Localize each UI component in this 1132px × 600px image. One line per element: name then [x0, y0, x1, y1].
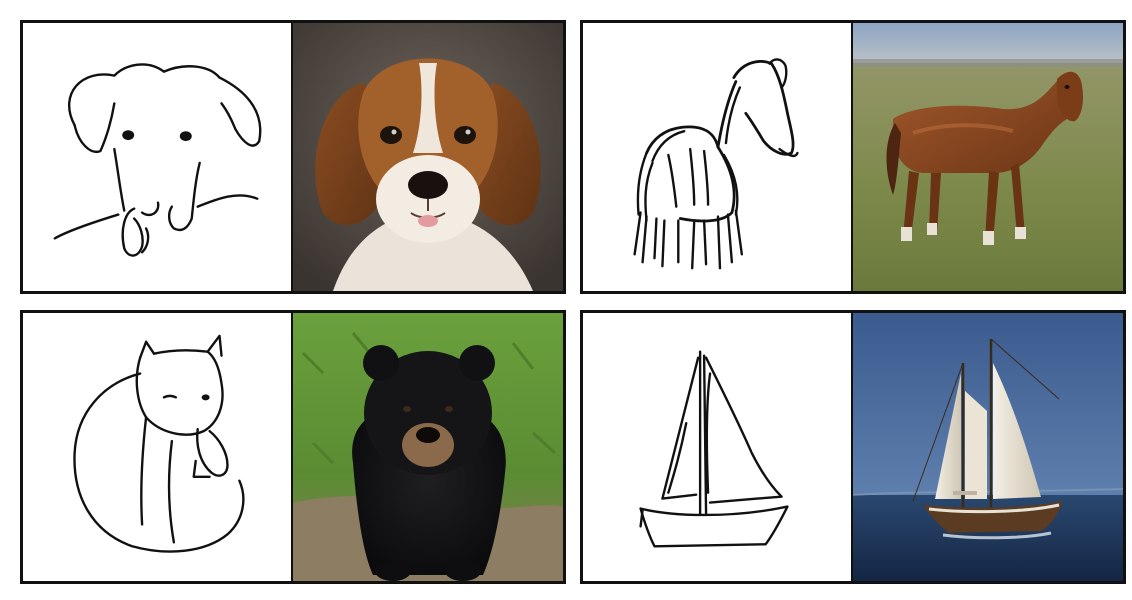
black-bear-photo-image — [293, 313, 563, 581]
sailboat-photo — [853, 313, 1123, 581]
horse-photo-image — [853, 23, 1123, 291]
horse-sketch — [583, 23, 853, 291]
black-bear-photo — [293, 313, 563, 581]
dog-sketch — [23, 23, 293, 291]
bear-sketch-drawing — [73, 334, 245, 553]
sailboat-pair — [580, 310, 1126, 584]
sailboat-photo-image — [853, 313, 1123, 581]
beagle-photo-image — [293, 23, 563, 291]
bear-pair — [20, 310, 566, 584]
beagle-photo — [293, 23, 563, 291]
dog-pair — [20, 20, 566, 294]
sailboat-sketch — [583, 313, 853, 581]
horse-sketch-drawing — [633, 58, 799, 270]
horse-photo — [853, 23, 1123, 291]
bear-sketch — [23, 313, 293, 581]
dog-sketch-drawing — [53, 63, 262, 257]
sailboat-sketch-drawing — [639, 350, 789, 548]
horse-pair — [580, 20, 1126, 294]
